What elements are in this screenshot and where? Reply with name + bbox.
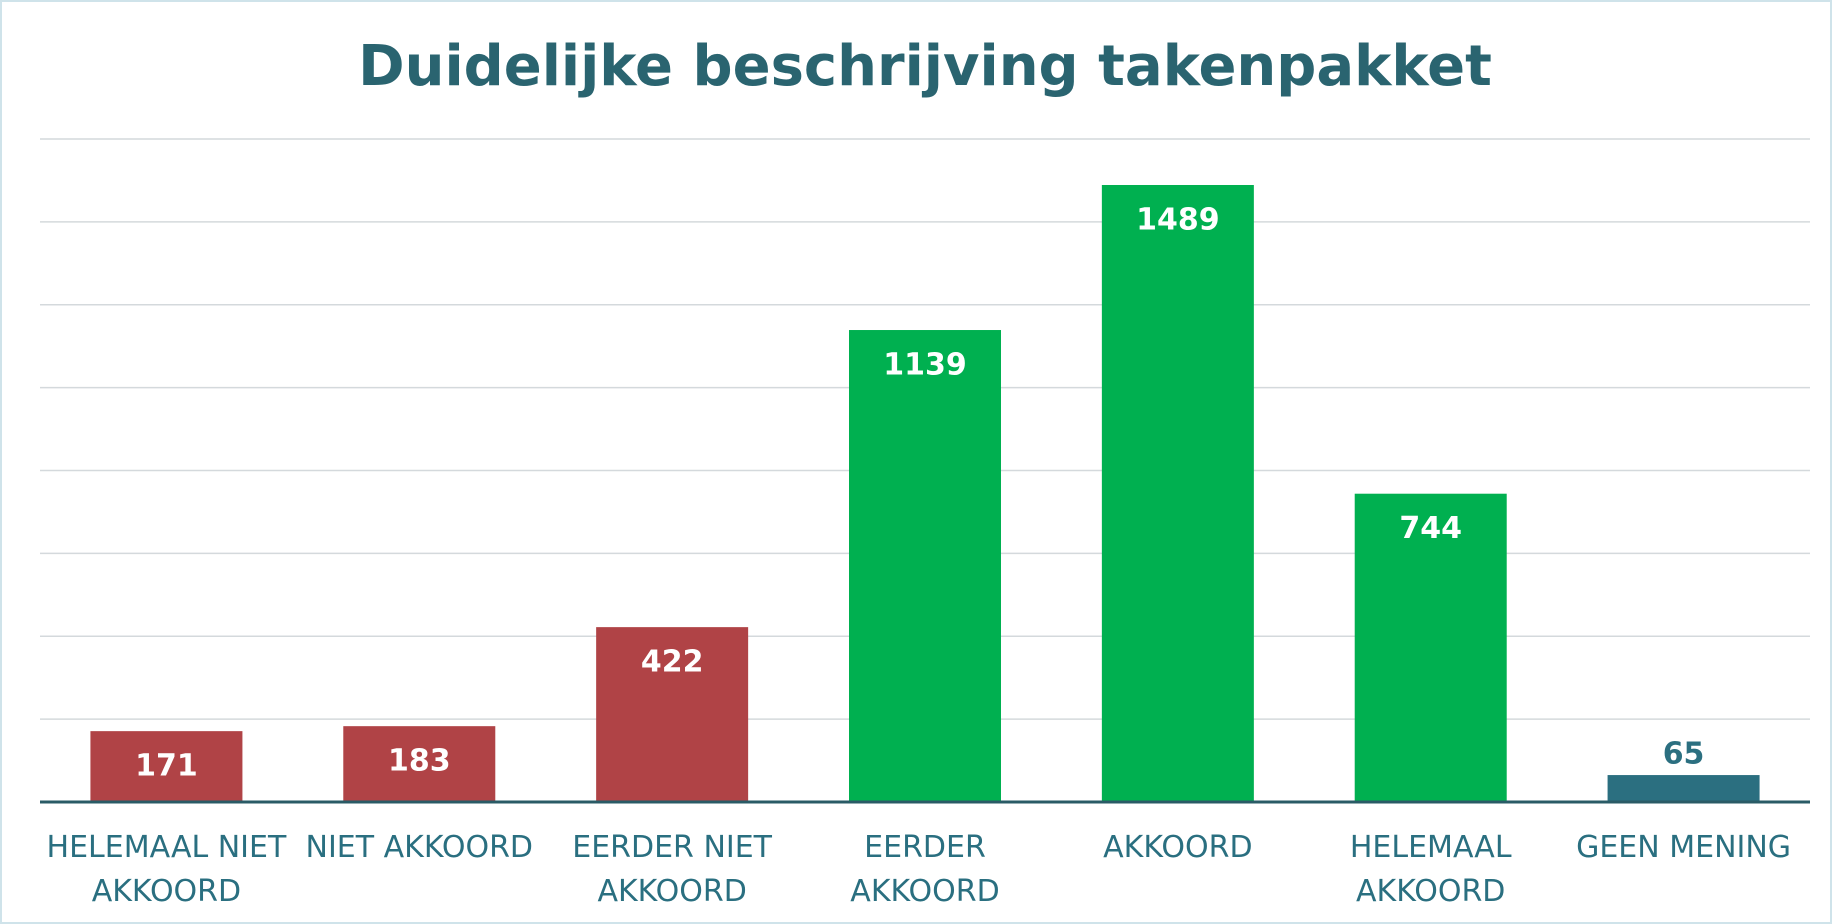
x-tick-label: HELEMAAL NIET AKKOORD (47, 830, 287, 909)
value-label: 422 (641, 645, 704, 680)
value-label: 1139 (883, 348, 967, 383)
x-tick-label: NIET AKKOORD (306, 830, 534, 865)
x-tick-label: EERDER NIET AKKOORD (572, 830, 772, 909)
value-label: 65 (1663, 737, 1705, 772)
x-tick-label: GEEN MENING (1576, 830, 1791, 865)
bar (596, 627, 749, 802)
bar (343, 726, 496, 802)
bar (1354, 493, 1507, 802)
bar (90, 731, 243, 802)
x-tick-label: HELEMAAL AKKOORD (1350, 830, 1512, 909)
chart-title: Duidelijke beschrijving takenpakket (358, 34, 1492, 99)
value-label: 183 (388, 744, 451, 779)
x-tick-label: AKKOORD (1103, 830, 1252, 865)
bar (1101, 184, 1254, 803)
value-label: 744 (1399, 511, 1462, 546)
value-label: 1489 (1136, 202, 1220, 237)
bar (849, 330, 1001, 802)
value-label: 171 (135, 749, 198, 784)
bar (1607, 775, 1760, 802)
x-tick-label: EERDER AKKOORD (850, 830, 999, 909)
